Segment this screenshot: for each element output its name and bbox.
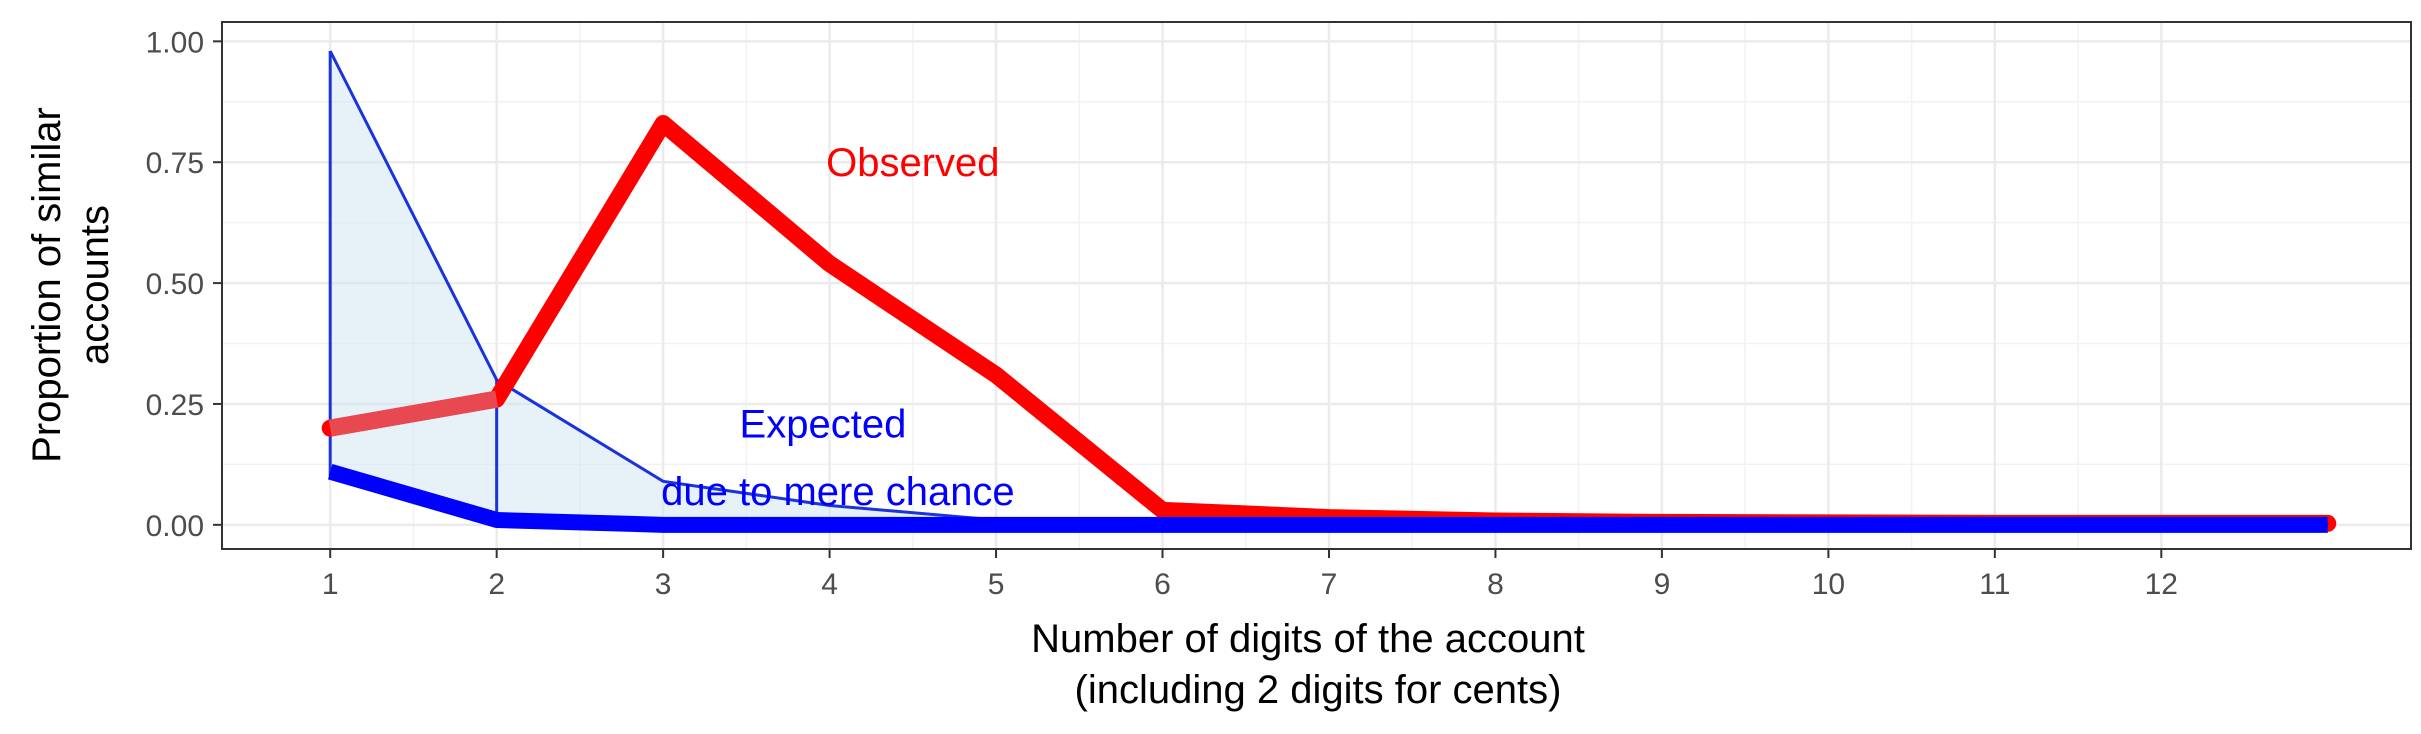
grid-minor	[222, 22, 2411, 549]
x-tick-label: 11	[1979, 568, 2010, 601]
x-axis: 1 2 3 4 5 6 7 8 9 10 11 12	[322, 549, 2178, 601]
x-tick-label: 1	[322, 568, 339, 601]
y-axis-title-line-1: Proportion of similar	[25, 107, 69, 463]
y-tick-label: 0.75	[146, 147, 204, 180]
series-line-expected	[327, 463, 2328, 533]
y-tick-label: 0.00	[146, 510, 204, 543]
y-axis: 0.00 0.25 0.50 0.75 1.00	[146, 26, 222, 543]
y-tick-label: 0.50	[146, 268, 204, 301]
x-tick-label: 2	[488, 568, 505, 601]
series-line-observed-overlap	[328, 390, 499, 437]
x-axis-title-line-2: (including 2 digits for cents)	[1075, 668, 1562, 712]
x-tick-label: 9	[1654, 568, 1671, 601]
x-tick-label: 5	[988, 568, 1005, 601]
y-axis-title-line-2: accounts	[73, 205, 117, 365]
annotation-label: due to mere chance	[661, 470, 1015, 514]
panel-border	[221, 21, 2412, 550]
x-tick-label: 12	[2145, 568, 2178, 601]
x-tick-label: 10	[1812, 568, 1845, 601]
y-tick-label: 1.00	[146, 26, 204, 59]
x-tick-label: 8	[1487, 568, 1504, 601]
x-tick-label: 7	[1321, 568, 1338, 601]
x-tick-label: 3	[655, 568, 672, 601]
series-lines	[321, 115, 2337, 533]
x-tick-label: 6	[1154, 568, 1171, 601]
x-axis-title-line-1: Number of digits of the account	[1031, 617, 1585, 661]
y-tick-label: 0.25	[146, 389, 204, 422]
annotations: Observed Expected due to mere chance	[661, 141, 1015, 514]
x-tick-label: 4	[821, 568, 838, 601]
annotation-label: Expected	[740, 402, 907, 446]
expected-band-fill	[330, 51, 2328, 530]
annotation-label: Observed	[826, 141, 999, 185]
